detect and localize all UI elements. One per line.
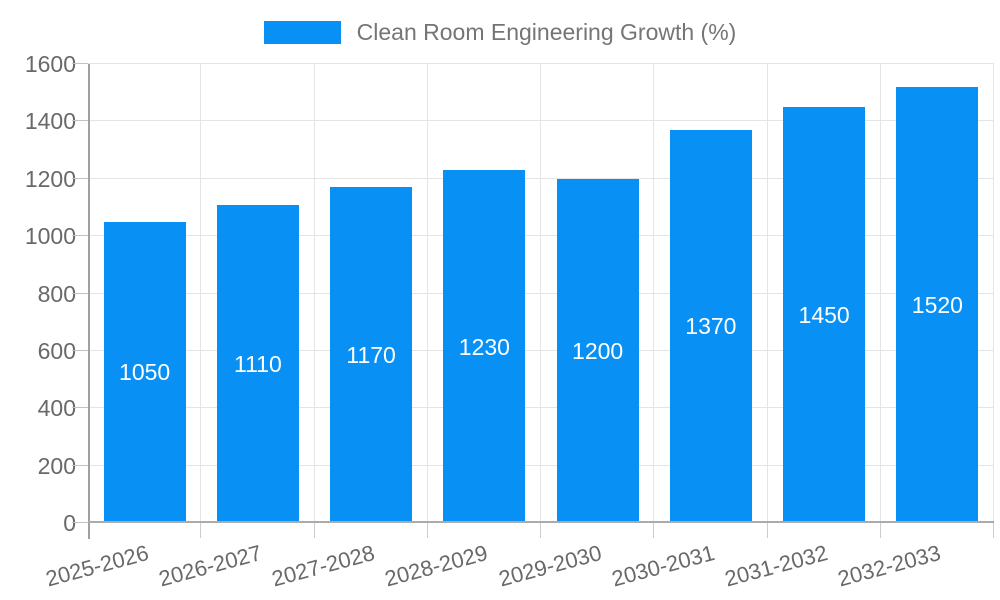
legend-label: Clean Room Engineering Growth (%) — [356, 18, 737, 45]
gridline-vertical — [880, 64, 881, 523]
bar[interactable] — [896, 86, 979, 521]
x-axis-tick — [540, 523, 541, 538]
y-tick-label: 200 — [37, 452, 76, 479]
bar-value-label: 1200 — [572, 337, 624, 364]
gridline-horizontal — [88, 63, 994, 64]
gridline-horizontal — [88, 120, 994, 122]
y-tick-label: 1000 — [24, 223, 76, 250]
y-tick-label: 0 — [63, 510, 76, 536]
bar-value-label: 1230 — [458, 333, 510, 360]
gridline-horizontal — [88, 177, 994, 179]
bar-value-label: 1050 — [119, 359, 171, 386]
y-axis-tick — [72, 292, 88, 294]
x-axis-tick — [767, 523, 768, 538]
bar[interactable] — [669, 129, 752, 521]
y-axis-tick — [72, 407, 88, 409]
x-axis-tick — [653, 523, 654, 538]
y-axis-line — [88, 64, 90, 539]
gridline-horizontal — [88, 407, 994, 409]
bar[interactable] — [103, 221, 186, 521]
y-tick-label: 800 — [37, 280, 76, 307]
bar-value-label: 1370 — [685, 313, 737, 340]
bar-value-label: 1170 — [346, 342, 396, 369]
y-axis-tick — [72, 177, 88, 179]
y-axis-tick — [72, 464, 88, 466]
bar-value-label: 1520 — [911, 291, 963, 318]
y-axis-tick — [72, 120, 88, 122]
y-tick-label: 600 — [37, 337, 76, 364]
gridline-vertical — [200, 64, 201, 523]
y-tick-label: 1400 — [24, 108, 76, 135]
bar[interactable] — [783, 107, 866, 521]
x-axis-tick — [880, 523, 881, 538]
gridline-horizontal — [88, 349, 994, 351]
bar[interactable] — [216, 204, 299, 521]
legend: Clean Room Engineering Growth (%) — [0, 18, 1000, 46]
bar[interactable] — [443, 170, 526, 521]
y-tick-label: 1600 — [24, 51, 76, 77]
gridline-vertical — [427, 64, 428, 523]
x-axis-line — [88, 521, 994, 523]
bar-value-label: 1450 — [798, 302, 850, 329]
gridline-horizontal — [88, 292, 994, 294]
bar-value-label: 1110 — [233, 350, 282, 377]
gridline-vertical — [540, 64, 541, 523]
bar[interactable] — [330, 187, 413, 521]
bar[interactable] — [556, 178, 639, 521]
gridline-horizontal — [88, 464, 994, 466]
x-axis-tick — [314, 523, 315, 538]
y-axis-tick — [72, 349, 88, 351]
gridline-vertical — [993, 64, 994, 523]
y-axis-tick — [72, 235, 88, 237]
y-axis-tick — [72, 522, 88, 523]
gridline-horizontal — [88, 235, 994, 237]
x-axis-tick — [993, 523, 994, 538]
x-axis-tick — [427, 523, 428, 538]
gridline-vertical — [314, 64, 315, 523]
y-tick-label: 400 — [37, 395, 76, 422]
x-axis-tick — [200, 523, 201, 538]
gridline-vertical — [767, 64, 768, 523]
y-tick-label: 1200 — [24, 165, 76, 192]
y-axis-tick — [72, 63, 88, 64]
plot-area: 1050 1110 1170 1230 1200 1370 1450 1520 — [72, 63, 994, 539]
gridline-vertical — [653, 64, 654, 523]
legend-swatch — [263, 20, 341, 44]
y-axis-labels: 0 200 400 600 800 1000 1200 1400 1600 — [0, 51, 76, 536]
